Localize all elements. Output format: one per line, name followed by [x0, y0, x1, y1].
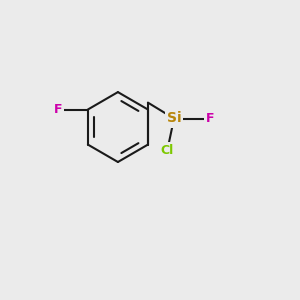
Text: Si: Si — [167, 112, 181, 125]
Text: Cl: Cl — [161, 143, 174, 157]
Text: F: F — [54, 103, 62, 116]
Text: F: F — [206, 112, 214, 125]
